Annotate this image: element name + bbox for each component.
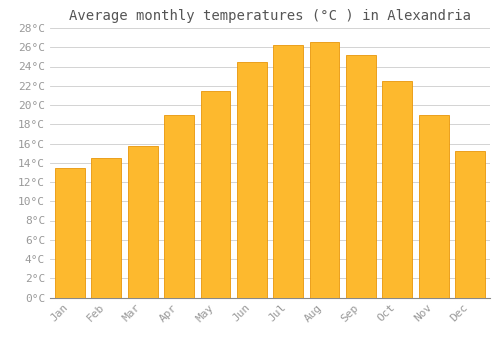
Bar <box>164 115 194 298</box>
Bar <box>310 42 340 298</box>
Bar <box>200 91 230 298</box>
Bar <box>455 151 485 298</box>
Bar <box>346 55 376 298</box>
Bar <box>274 45 303 298</box>
Bar <box>382 81 412 298</box>
Bar <box>237 62 266 298</box>
Bar <box>128 146 158 298</box>
Bar <box>55 168 85 298</box>
Bar <box>418 115 448 298</box>
Title: Average monthly temperatures (°C ) in Alexandria: Average monthly temperatures (°C ) in Al… <box>69 9 471 23</box>
Bar <box>92 158 122 298</box>
